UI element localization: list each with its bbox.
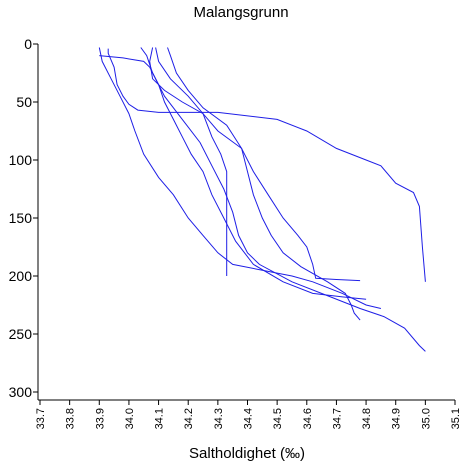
y-tick-label: 250 (9, 326, 33, 342)
x-axis-ticks: 33.7 33.8 33.9 34.0 34.1 34.2 34.3 34.4 34.5 34.6… (35, 400, 462, 429)
profile-line-5 (98, 47, 382, 309)
x-tick-label: 34.2 (183, 408, 195, 429)
x-tick-label: 34.1 (154, 408, 166, 429)
profile-line-4 (155, 47, 228, 276)
profile-line-6 (167, 47, 361, 321)
x-tick-label: 34.5 (272, 408, 284, 429)
y-axis-ticks: 0 50 100 150 200 250 300 (9, 36, 38, 400)
chart-title: Malangsgrunn (193, 4, 288, 21)
x-tick-label: 33.7 (35, 408, 47, 429)
y-tick-label: 50 (16, 94, 32, 110)
profile-line-2 (149, 47, 361, 282)
y-tick-label: 300 (9, 384, 33, 400)
x-tick-label: 34.3 (213, 408, 225, 429)
x-tick-label: 33.9 (94, 408, 106, 429)
y-tick-label: 0 (24, 36, 32, 52)
x-axis-label: Saltholdighet (‰) (189, 445, 305, 462)
x-tick-label: 34.8 (361, 408, 373, 429)
profile-line-7 (99, 55, 367, 300)
x-tick-label: 34.9 (391, 408, 403, 429)
y-tick-label: 200 (9, 268, 33, 284)
x-tick-label: 34.0 (124, 408, 136, 429)
x-tick-label: 34.4 (243, 408, 255, 429)
y-tick-label: 150 (9, 210, 33, 226)
x-tick-label: 34.7 (331, 408, 343, 429)
x-tick-label: 34.6 (302, 408, 314, 429)
profile-lines (98, 47, 426, 352)
profile-line-3 (140, 47, 426, 352)
x-tick-label: 35.0 (420, 408, 432, 429)
y-tick-label: 100 (9, 152, 33, 168)
x-tick-label: 33.8 (65, 408, 77, 429)
profile-line-1 (107, 48, 426, 282)
x-tick-label: 35.1 (450, 408, 462, 429)
